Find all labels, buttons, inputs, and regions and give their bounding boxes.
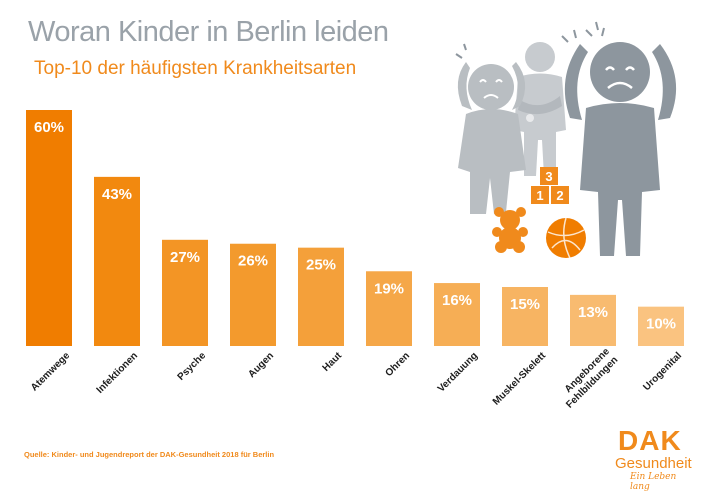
bar-infektionen bbox=[94, 176, 140, 346]
child-figure-middle bbox=[514, 42, 566, 176]
category-label: AngeboreneFehlbildungen bbox=[556, 346, 621, 411]
value-label: 16% bbox=[442, 292, 472, 309]
category-label: Infektionen bbox=[95, 350, 140, 395]
stress-marks bbox=[455, 21, 605, 59]
bar-augen bbox=[230, 243, 276, 346]
block-number-3: 3 bbox=[545, 169, 552, 184]
block-number-1: 1 bbox=[536, 188, 543, 203]
bar-haut bbox=[298, 247, 344, 346]
source-note: Quelle: Kinder- und Jugendreport der DAK… bbox=[24, 450, 275, 459]
bar-urogenital bbox=[638, 306, 684, 346]
logo-name: Gesundheit bbox=[615, 455, 692, 472]
category-label: Atemwege bbox=[29, 350, 72, 393]
teddy-bear-icon bbox=[492, 207, 528, 253]
ball-icon bbox=[546, 217, 586, 259]
number-blocks: 3 1 2 bbox=[531, 167, 569, 204]
value-label: 25% bbox=[306, 257, 336, 274]
value-label: 26% bbox=[238, 253, 268, 270]
value-label: 43% bbox=[102, 186, 132, 203]
logo-slogan: Ein Leben lang bbox=[630, 472, 677, 492]
child-figure-right bbox=[564, 42, 677, 256]
illustration-sick-children: 3 1 2 bbox=[455, 21, 677, 259]
value-label: 27% bbox=[170, 249, 200, 266]
child-figure-left bbox=[457, 62, 534, 214]
value-label: 19% bbox=[374, 280, 404, 297]
chart-title: Woran Kinder in Berlin leiden bbox=[28, 16, 389, 48]
value-label: 60% bbox=[34, 119, 64, 136]
bar-psyche bbox=[162, 239, 208, 346]
bar-verdauung bbox=[434, 283, 480, 346]
category-label: Verdauung bbox=[436, 350, 480, 394]
bar-angeborene-fehlbildungen bbox=[570, 294, 616, 346]
category-label: Augen bbox=[246, 350, 276, 380]
value-label: 13% bbox=[578, 304, 608, 321]
logo-mark: DAK bbox=[618, 425, 682, 456]
value-label: 15% bbox=[510, 296, 540, 313]
bar-atemwege bbox=[26, 110, 72, 346]
bars-layer: 60% 43% 27% 26% 25% 19% 16% 15% 13% 10% bbox=[26, 110, 684, 346]
block-number-2: 2 bbox=[556, 188, 563, 203]
value-label: 10% bbox=[646, 316, 676, 333]
bar-muskel-skelett bbox=[502, 287, 548, 346]
dak-logo: DAK Gesundheit Ein Leben lang bbox=[610, 425, 692, 493]
chart-subtitle: Top-10 der häufigsten Krankheitsarten bbox=[34, 58, 357, 79]
category-label: Muskel-Skelett bbox=[491, 350, 549, 408]
x-axis-labels: Atemwege Infektionen Psyche Augen Haut Ohren V… bbox=[29, 346, 684, 411]
category-label: Urogenital bbox=[641, 350, 684, 393]
category-label: Haut bbox=[321, 350, 345, 374]
category-label: Psyche bbox=[176, 350, 209, 383]
category-label: Ohren bbox=[384, 350, 413, 379]
bar-ohren bbox=[366, 271, 412, 346]
